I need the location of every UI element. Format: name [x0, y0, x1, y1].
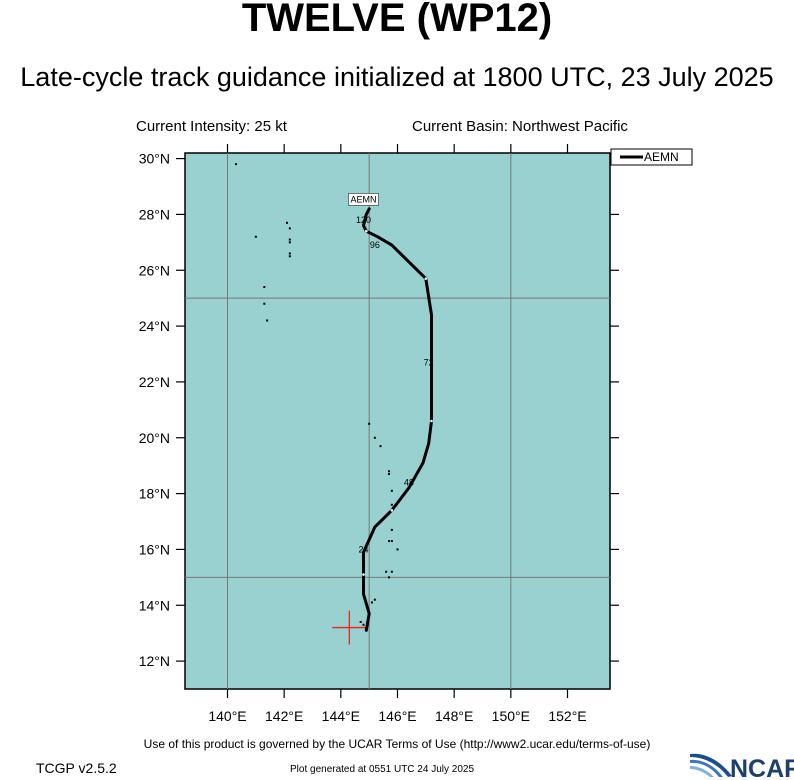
island — [390, 528, 393, 531]
island — [390, 503, 393, 506]
track-point — [430, 419, 433, 423]
lon-tick-label: 148°E — [435, 708, 473, 724]
island — [373, 436, 376, 439]
island — [359, 621, 362, 623]
tau-label: 24 — [358, 544, 368, 554]
island — [373, 598, 376, 601]
plot-title: TWELVE (WP12) — [241, 0, 553, 40]
lon-tick-label: 146°E — [378, 708, 416, 724]
tau-label: 96 — [370, 240, 380, 250]
generated-timestamp: Plot generated at 0551 UTC 24 July 2025 — [290, 764, 475, 775]
island — [254, 235, 257, 238]
current-intensity-label: Current Intensity: 25 kt — [136, 118, 287, 135]
island — [288, 252, 291, 255]
legend-box — [610, 148, 693, 166]
lat-tick-label: 30°N — [139, 151, 170, 167]
lat-tick-label: 28°N — [139, 206, 170, 222]
island — [263, 302, 266, 305]
island — [288, 255, 291, 258]
track-point — [365, 229, 368, 233]
island — [371, 601, 373, 604]
lon-tick-label: 140°E — [208, 708, 246, 724]
track-point — [390, 509, 394, 512]
track-end-label-box — [348, 193, 379, 206]
island — [286, 221, 288, 224]
lon-tick-label: 152°E — [548, 708, 586, 724]
tau-label: 48 — [404, 477, 414, 487]
island — [390, 570, 393, 573]
lat-tick-label: 18°N — [139, 486, 170, 502]
track-line — [362, 207, 433, 632]
lon-tick-label: 144°E — [322, 708, 360, 724]
tau-label: 120 — [356, 215, 371, 225]
island — [390, 489, 393, 492]
lat-tick-label: 22°N — [139, 374, 170, 390]
island-markers — [235, 163, 399, 626]
lat-tick-label: 12°N — [139, 653, 170, 669]
ocean-area — [184, 152, 611, 690]
track-end-label: AEMN — [350, 194, 376, 204]
lon-tick-label: 142°E — [265, 708, 303, 724]
island — [388, 470, 390, 473]
lat-tick-label: 24°N — [139, 318, 170, 334]
ncar-logo-text: NCAR — [730, 755, 794, 780]
island — [388, 473, 390, 476]
lat-tick-label: 26°N — [139, 262, 170, 278]
island — [288, 238, 291, 241]
island — [388, 540, 390, 543]
island — [288, 241, 291, 244]
current-basin-label: Current Basin: Northwest Pacific — [412, 118, 628, 135]
tau-label: 72 — [424, 357, 434, 367]
lon-tick-label: 150°E — [492, 708, 530, 724]
island — [288, 227, 291, 230]
island — [379, 445, 382, 448]
island — [235, 163, 237, 166]
island — [263, 286, 266, 288]
lat-tick-label: 14°N — [139, 597, 170, 613]
island — [388, 576, 390, 579]
island — [368, 422, 371, 425]
legend-label: AEMN — [644, 150, 679, 164]
map-grid — [185, 153, 610, 689]
plot-subtitle: Late-cycle track guidance initialized at… — [20, 62, 774, 92]
axis-ticks: 12°N 14°N 16°N 18°N 20°N 22°N 24°N 26°N 28°N 30°N… — [139, 144, 619, 724]
legend: AEMN — [610, 148, 693, 166]
track-layer: 24 48 72 96 120 AEMN — [332, 193, 434, 645]
lat-tick-label: 16°N — [139, 541, 170, 557]
track-point — [362, 573, 365, 576]
island — [385, 570, 388, 573]
ncar-logo: NCAR — [690, 753, 794, 780]
version-label: TCGP v2.5.2 — [36, 760, 117, 776]
ncar-swoosh-icon — [690, 753, 732, 777]
lat-tick-label: 20°N — [139, 430, 170, 446]
island — [390, 540, 393, 543]
island — [266, 319, 269, 322]
island — [362, 623, 365, 626]
track-point — [424, 277, 428, 280]
island — [396, 548, 399, 551]
terms-of-use: Use of this product is governed by the U… — [143, 737, 651, 751]
